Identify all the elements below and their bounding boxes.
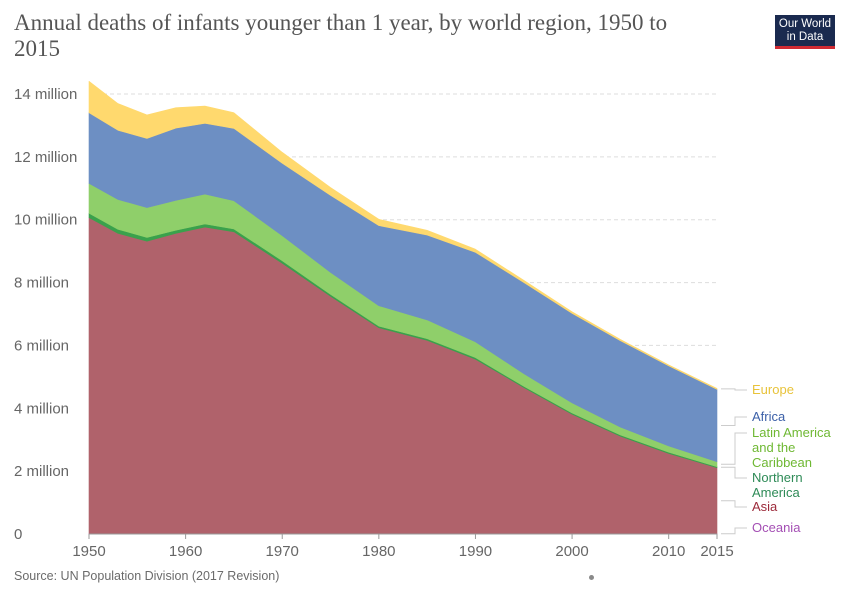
y-tick-label: 8 million [14, 275, 69, 292]
y-tick-label: 2 million [14, 463, 69, 480]
y-tick-label: 4 million [14, 400, 69, 417]
source-note[interactable]: Source: UN Population Division (2017 Rev… [14, 569, 280, 583]
owid-logo[interactable]: Our World in Data [775, 15, 835, 49]
x-tick-label: 2000 [555, 543, 588, 560]
y-tick-label: 14 million [14, 86, 77, 103]
y-tick-label: 0 [14, 526, 22, 543]
legend-connector [721, 432, 747, 465]
legend-connector [721, 388, 747, 391]
area-europe [88, 80, 718, 390]
y-tick-label: 12 million [14, 149, 77, 166]
legend-oceania: Oceania [752, 520, 801, 535]
legend-latin-america-and-the-caribbean: Latin America and the Caribbean [752, 425, 832, 470]
legend-asia: Asia [752, 499, 778, 514]
x-tick-label: 1970 [266, 543, 299, 560]
x-tick-label: 2010 [652, 543, 685, 560]
legend-connector [721, 527, 747, 535]
legend-connector [721, 416, 747, 426]
chart-title: Annual deaths of infants younger than 1 … [14, 10, 668, 61]
stacked-area-chart: 0 2 million 4 million 6 million 8 million 10 … [14, 80, 832, 560]
x-tick-label: 2015 [700, 543, 733, 560]
x-tick-label: 1990 [459, 543, 492, 560]
x-tick-label: 1980 [362, 543, 395, 560]
y-tick-label: 6 million [14, 337, 69, 354]
y-tick-label: 10 million [14, 212, 77, 229]
timeline-dot[interactable] [589, 575, 594, 580]
legend-africa: Africa [752, 409, 786, 424]
legend-northern-america: Northern America [752, 470, 803, 500]
x-tick-label: 1950 [72, 543, 105, 560]
legend-europe: Europe [752, 382, 794, 397]
legend-connector [721, 466, 747, 479]
logo-line-2: in Data [786, 31, 824, 43]
logo-line-1: Our World [778, 18, 832, 30]
x-tick-label: 1960 [169, 543, 202, 560]
legend-connector [721, 500, 747, 508]
